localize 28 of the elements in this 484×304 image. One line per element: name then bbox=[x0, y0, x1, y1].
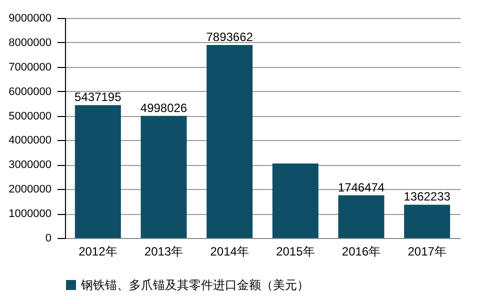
bar bbox=[140, 116, 187, 238]
y-tick-label: 8000000 bbox=[8, 36, 52, 49]
text: 1362233 bbox=[404, 190, 450, 204]
text: 5437195 bbox=[74, 90, 122, 104]
x-tick-label: 2014年 bbox=[210, 244, 249, 258]
y-tick-label: 0 bbox=[45, 232, 52, 244]
bar bbox=[404, 204, 450, 238]
x-tick-label: 2015年 bbox=[276, 244, 315, 258]
y-tick-label: 6000000 bbox=[8, 86, 52, 98]
x-tick-label: 2016年 bbox=[342, 244, 381, 258]
bar bbox=[272, 163, 318, 238]
bar bbox=[206, 45, 253, 238]
x-tick-label: 2017年 bbox=[408, 244, 446, 258]
text: 4998026 bbox=[140, 100, 188, 115]
legend-label: 钢铁锚、多爪锚及其零件进口金额（美元） bbox=[80, 278, 309, 292]
x-tick-label: 2012年 bbox=[78, 244, 118, 258]
y-tick-label: 7000000 bbox=[8, 61, 52, 74]
y-tick-label: 1000000 bbox=[8, 208, 52, 220]
y-tick-label: 4000000 bbox=[8, 134, 52, 147]
bar bbox=[74, 105, 121, 238]
y-tick-label: 5000000 bbox=[8, 110, 52, 122]
text: 7893662 bbox=[206, 30, 253, 44]
x-tick-label: 2013年 bbox=[144, 244, 184, 258]
bar bbox=[338, 195, 384, 238]
y-tick-label: 3000000 bbox=[8, 159, 52, 172]
y-tick-label: 9000000 bbox=[8, 12, 52, 24]
text: 1746474 bbox=[338, 180, 385, 194]
y-tick-label: 2000000 bbox=[8, 184, 52, 196]
